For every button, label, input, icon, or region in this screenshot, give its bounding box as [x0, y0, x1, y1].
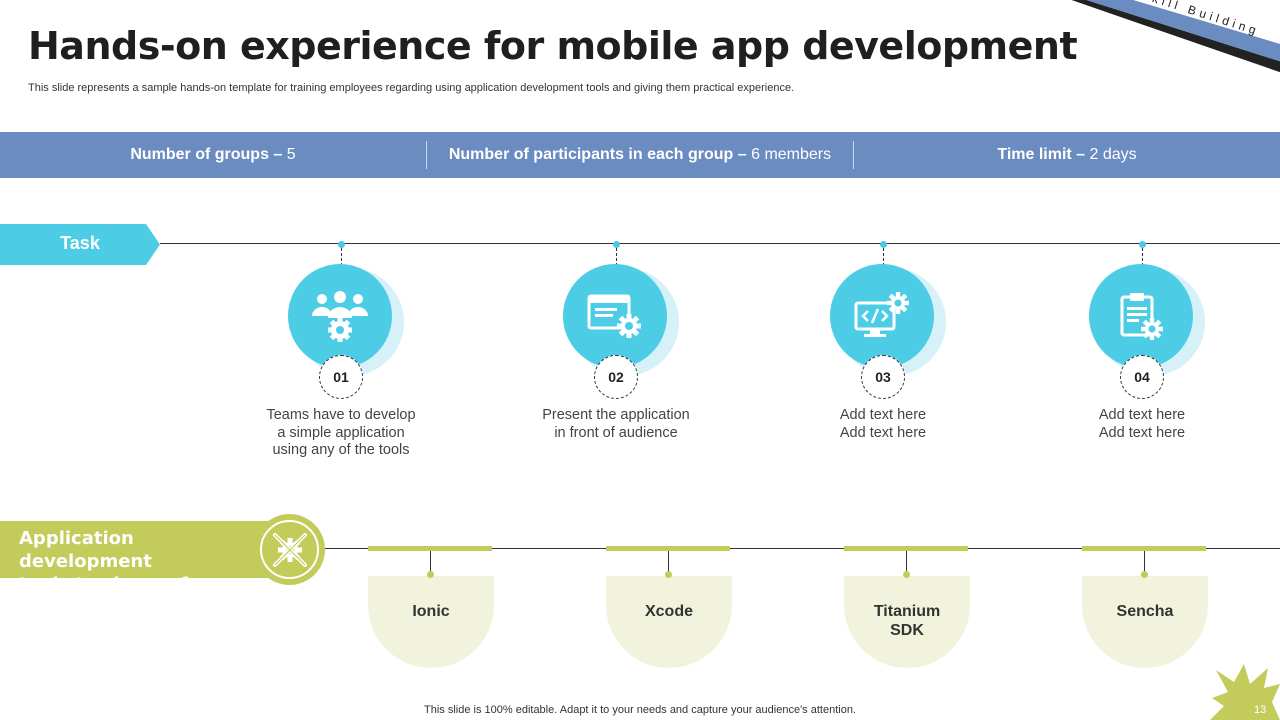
step-connector — [883, 248, 884, 266]
task-tag — [0, 224, 160, 265]
step-marker — [1139, 241, 1146, 248]
info-participants: Number of participants in each group – 6… — [427, 146, 853, 164]
step-description: Add text here Add text here — [839, 407, 927, 441]
step-description: Add text here Add text here — [1098, 407, 1186, 441]
info-time-value: 2 days — [1089, 146, 1137, 163]
tool-name: Sencha — [1116, 603, 1174, 620]
info-divider — [853, 141, 854, 169]
step-connector — [341, 248, 342, 266]
tools-badge-inner — [260, 520, 319, 579]
info-groups: Number of groups – 5 — [0, 146, 426, 164]
task-label: Task — [60, 233, 100, 253]
footer-note: This slide is 100% editable. Adapt it to… — [424, 704, 856, 716]
skill-building-ribbon: Skill Building — [1071, 0, 1280, 73]
step-number: 03 — [861, 355, 905, 399]
step-number: 04 — [1120, 355, 1164, 399]
step-description: Present the application in front of audi… — [542, 407, 690, 441]
info-time-label: Time limit – — [997, 146, 1090, 163]
info-groups-label: Number of groups – — [130, 146, 287, 163]
info-time-limit: Time limit – 2 days — [854, 146, 1280, 164]
step-icon-circle — [830, 264, 946, 380]
step-number: 02 — [594, 355, 638, 399]
tools-cross-icon — [272, 532, 307, 567]
step-marker — [338, 241, 345, 248]
step-connector — [616, 248, 617, 266]
step-icon-circle — [288, 264, 404, 380]
info-divider — [426, 141, 427, 169]
step-marker — [880, 241, 887, 248]
page-number: 13 — [1254, 704, 1267, 716]
step-icon-circle — [1089, 264, 1205, 380]
code-monitor-icon — [854, 292, 909, 337]
slide-subtitle: This slide represents a sample hands-on … — [28, 82, 795, 94]
browser-gear-icon — [587, 294, 641, 338]
info-groups-value: 5 — [286, 146, 296, 163]
task-timeline — [160, 243, 1280, 244]
tools-timeline — [325, 548, 1280, 549]
info-participants-label: Number of participants in each group – — [448, 146, 752, 163]
step-description: Teams have to develop a simple applicati… — [266, 407, 416, 458]
page-number-starburst — [1210, 664, 1280, 720]
tools-label: Application development tools to choose … — [19, 528, 228, 595]
team-gear-icon — [312, 291, 368, 342]
tool-name: Titanium SDK — [873, 603, 941, 639]
clipboard-gear-icon — [1120, 293, 1163, 340]
step-number: 01 — [319, 355, 363, 399]
info-bar: Number of groups – 5 Number of participa… — [0, 132, 1280, 178]
tools-band — [0, 521, 300, 578]
tool-name: Ionic — [412, 603, 450, 620]
step-marker — [613, 241, 620, 248]
slide-title: Hands-on experience for mobile app devel… — [28, 24, 1078, 68]
info-participants-value: 6 members — [751, 146, 832, 163]
tool-name: Xcode — [644, 603, 693, 620]
step-connector — [1142, 248, 1143, 266]
